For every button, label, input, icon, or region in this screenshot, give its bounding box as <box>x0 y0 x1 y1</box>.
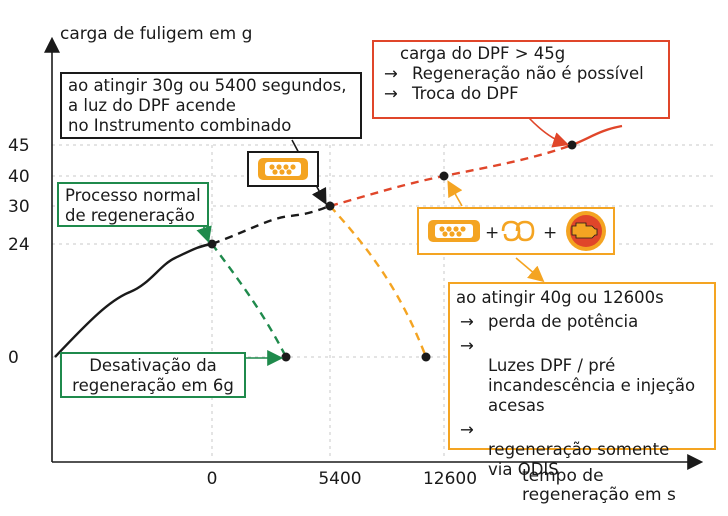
data-point <box>281 352 291 362</box>
engine-warning-icon <box>566 211 606 251</box>
grid <box>52 144 715 460</box>
power-loss-title: ao atingir 40g ou 12600s <box>456 288 664 307</box>
data-point <box>325 201 335 211</box>
series-line <box>571 124 623 147</box>
series-line <box>329 205 428 358</box>
arrow-red-to-45g <box>527 116 570 148</box>
dpf-light-line: a luz do DPF acende <box>68 96 236 115</box>
regeneration-off-line: regeneração em 6g <box>72 376 234 395</box>
x-tick-label: 5400 <box>318 469 361 489</box>
normal-regeneration-line: de regeneração <box>65 206 195 225</box>
y-axis-label: carga de fuligem em g <box>60 24 252 44</box>
x-axis-label-line2: regeneração em s <box>522 485 676 505</box>
y-tick-labels: 45 40 30 24 0 <box>8 136 30 368</box>
dpf-limit-title: carga do DPF > 45g <box>400 44 566 63</box>
y-tick-label: 0 <box>8 348 19 368</box>
data-point <box>207 239 217 249</box>
x-tick-labels: 0 5400 12600 <box>207 469 477 489</box>
dpf-light-callout: ao atingir 30g ou 5400 segundos, a luz d… <box>60 72 362 139</box>
dpf-limit-item: → Regeneração não é possível <box>384 64 644 83</box>
dpf-filter-icon <box>428 220 480 242</box>
series-line <box>211 204 331 246</box>
arrow-orange-from-box <box>515 257 545 283</box>
dpf-light-line: ao atingir 30g ou 5400 segundos, <box>68 76 347 95</box>
dpf-light-line: no Instrumento combinado <box>68 116 292 135</box>
power-loss-item: → regeneração somente via ODIS <box>460 420 670 479</box>
power-loss-callout: ao atingir 40g ou 12600s → perda de potên… <box>448 282 716 479</box>
y-tick-label: 24 <box>8 235 30 255</box>
x-tick-label: 12600 <box>423 469 477 489</box>
series-line <box>211 243 288 358</box>
curves <box>54 124 623 362</box>
y-tick-label: 45 <box>8 136 30 156</box>
plus-sign: + <box>543 223 557 243</box>
y-tick-label: 30 <box>8 197 30 217</box>
glow-plug-icon <box>501 220 535 242</box>
dpf-limit-callout: carga do DPF > 45g → Regeneração não é po… <box>372 40 670 119</box>
y-tick-label: 40 <box>8 167 30 187</box>
data-point <box>567 140 577 150</box>
regeneration-off-line: Desativação da <box>89 356 217 375</box>
plus-sign: + <box>485 223 499 243</box>
data-point <box>439 171 449 181</box>
power-loss-item: → Luzes DPF / pré incandescência e injeçã… <box>460 336 696 415</box>
normal-regeneration-callout: Processo normal de regeneração <box>57 182 209 227</box>
warning-icons-box: + + <box>417 207 615 255</box>
arrow-orange-to-40g <box>447 180 463 207</box>
x-tick-label: 0 <box>207 469 218 489</box>
normal-regeneration-line: Processo normal <box>65 186 201 205</box>
series-line <box>54 242 213 358</box>
dpf-limit-item: → Troca do DPF <box>384 84 519 103</box>
power-loss-item: → perda de potência <box>460 312 639 331</box>
dpf-filter-icon <box>258 158 308 180</box>
data-point <box>421 352 431 362</box>
regeneration-off-callout: Desativação da regeneração em 6g <box>60 352 246 398</box>
x-axis-label-line1: tempo de <box>522 466 604 486</box>
dpf-filter-icon-box <box>247 151 319 187</box>
